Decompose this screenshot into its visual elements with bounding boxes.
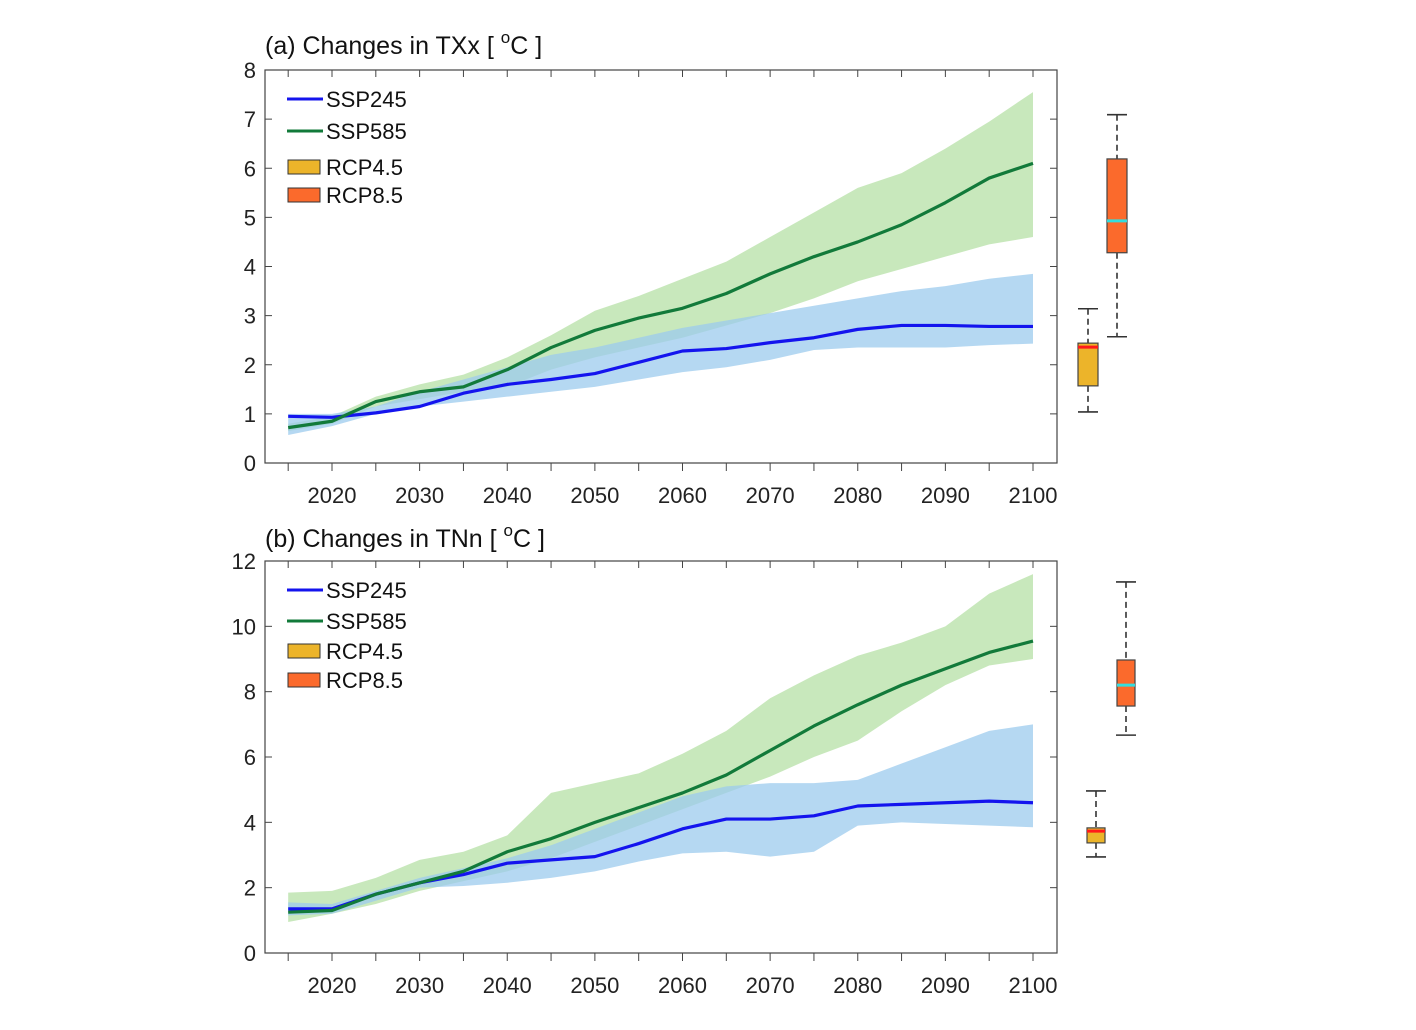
x-tick-label: 2040 bbox=[483, 973, 532, 998]
legend-label-SSP245: SSP245 bbox=[326, 578, 407, 603]
title-superscript: o bbox=[501, 28, 510, 47]
legend-swatch-RCP4.5 bbox=[287, 643, 321, 659]
x-tick-label: 2030 bbox=[395, 483, 444, 508]
x-tick-label: 2030 bbox=[395, 973, 444, 998]
x-tick-label: 2020 bbox=[308, 483, 357, 508]
legend: SSP245 SSP585 RCP4.5 RCP8.5 bbox=[287, 87, 407, 208]
line-SSP585 bbox=[287, 161, 1034, 430]
panel-b: 2020 2030 2040 2050 2060 2070 2080 2090 2100 0 2 4 6… bbox=[232, 521, 1136, 998]
y-tick-label: 5 bbox=[244, 205, 256, 230]
y-tick-label: 8 bbox=[244, 680, 256, 705]
x-tick-label: 2050 bbox=[570, 973, 619, 998]
y-tick-label: 4 bbox=[244, 255, 256, 280]
legend: SSP245 SSP585 RCP4.5 RCP8.5 bbox=[287, 578, 407, 693]
band-SSP245 bbox=[288, 273, 1033, 435]
legend-swatch-RCP8.5 bbox=[287, 187, 321, 203]
y-tick-label: 10 bbox=[232, 614, 256, 639]
title-text: (b) Changes in TNn [ bbox=[265, 525, 504, 553]
x-tick-label: 2080 bbox=[833, 483, 882, 508]
legend-label-SSP245: SSP245 bbox=[326, 87, 407, 112]
x-tick-label: 2060 bbox=[658, 973, 707, 998]
legend-label-RCP8.5: RCP8.5 bbox=[326, 668, 403, 693]
box bbox=[1116, 659, 1136, 707]
boxplot-RCP4.5 bbox=[1077, 307, 1099, 413]
x-tick-label: 2020 bbox=[308, 973, 357, 998]
y-tick-label: 8 bbox=[244, 58, 256, 83]
title-text: (a) Changes in TXx [ bbox=[265, 32, 501, 60]
x-tick-label: 2080 bbox=[833, 973, 882, 998]
band-SSP585 bbox=[288, 574, 1033, 922]
title-unit: C ] bbox=[513, 525, 545, 553]
x-tick-label: 2090 bbox=[921, 973, 970, 998]
x-tick-label: 2100 bbox=[1009, 483, 1058, 508]
legend-label-SSP585: SSP585 bbox=[326, 609, 407, 634]
legend-swatch-RCP8.5 bbox=[287, 672, 321, 688]
line-SSP585 bbox=[288, 639, 1034, 914]
title-superscript: o bbox=[504, 521, 513, 540]
box bbox=[1106, 158, 1128, 254]
line-SSP245 bbox=[288, 323, 1033, 419]
band-SSP585 bbox=[288, 92, 1033, 432]
y-tick-label: 12 bbox=[232, 549, 256, 574]
title-unit: C ] bbox=[510, 32, 542, 60]
legend-swatch-RCP4.5 bbox=[287, 159, 321, 175]
y-tick-label: 1 bbox=[244, 402, 256, 427]
legend-label-RCP4.5: RCP4.5 bbox=[326, 639, 403, 664]
y-tick-label: 7 bbox=[244, 107, 256, 132]
y-tick-label: 2 bbox=[244, 353, 256, 378]
boxplot-RCP8.5 bbox=[1116, 581, 1136, 736]
x-tick-label: 2070 bbox=[746, 483, 795, 508]
x-tick-label: 2060 bbox=[658, 483, 707, 508]
x-tick-label: 2070 bbox=[746, 973, 795, 998]
y-tick-label: 0 bbox=[244, 941, 256, 966]
x-tick-label: 2040 bbox=[483, 483, 532, 508]
boxplot-RCP8.5 bbox=[1106, 113, 1128, 338]
boxplot-RCP4.5 bbox=[1086, 790, 1106, 858]
x-tick-label: 2050 bbox=[570, 483, 619, 508]
y-tick-label: 6 bbox=[244, 745, 256, 770]
legend-label-RCP4.5: RCP4.5 bbox=[326, 155, 403, 180]
chart-title: (b) Changes in TNn [ oC ] bbox=[265, 521, 545, 553]
y-tick-label: 0 bbox=[244, 451, 256, 476]
chart-title: (a) Changes in TXx [ oC ] bbox=[265, 28, 542, 60]
box bbox=[1077, 342, 1099, 387]
y-tick-label: 6 bbox=[244, 156, 256, 181]
legend-label-RCP8.5: RCP8.5 bbox=[326, 183, 403, 208]
y-tick-label: 3 bbox=[244, 304, 256, 329]
y-tick-label: 4 bbox=[244, 810, 256, 835]
x-tick-label: 2100 bbox=[1009, 973, 1058, 998]
panel-a: 2020 2030 2040 2050 2060 2070 2080 2090 2100 0 1 2 3… bbox=[244, 28, 1128, 508]
x-tick-label: 2090 bbox=[921, 483, 970, 508]
legend-label-SSP585: SSP585 bbox=[326, 119, 407, 144]
y-tick-label: 2 bbox=[244, 876, 256, 901]
